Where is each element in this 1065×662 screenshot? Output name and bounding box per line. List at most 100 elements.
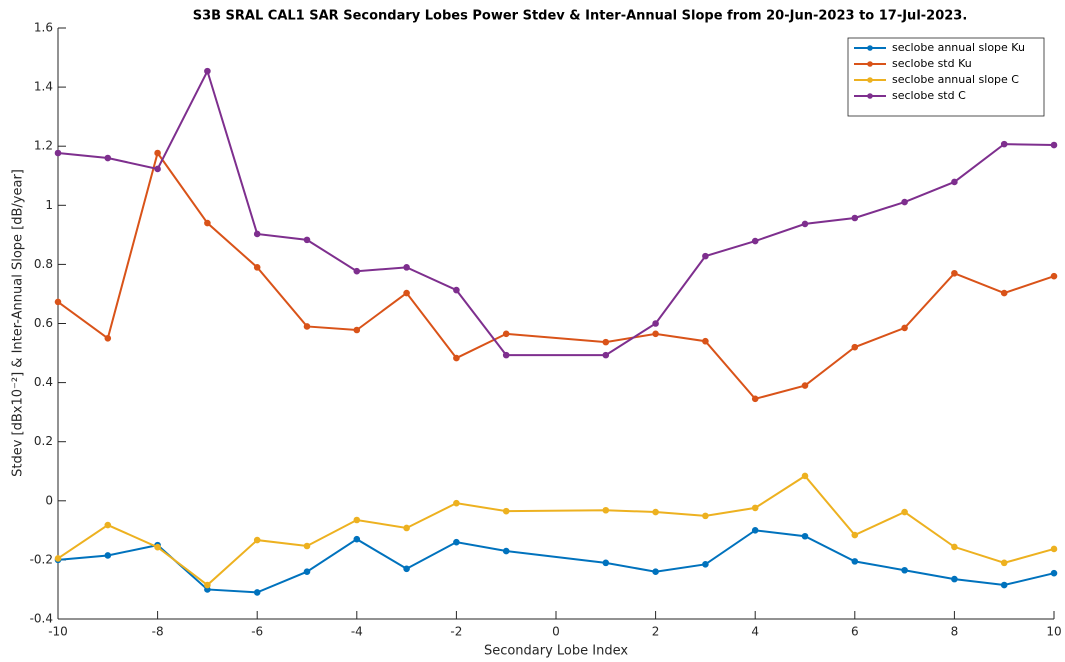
y-tick-label: -0.4 <box>30 612 53 626</box>
series-line <box>57 68 1055 357</box>
x-tick-label: 10 <box>1046 625 1061 639</box>
data-point <box>54 555 62 562</box>
y-tick-label: 0.2 <box>34 434 53 448</box>
data-point <box>1050 569 1058 577</box>
legend-marker <box>867 45 873 51</box>
data-point <box>104 334 112 342</box>
data-point <box>602 351 610 359</box>
data-point <box>303 568 311 576</box>
data-point <box>801 220 809 228</box>
data-point <box>403 289 410 297</box>
data-point <box>652 508 659 516</box>
data-point <box>1050 272 1058 280</box>
y-tick-label: 0.4 <box>34 375 53 389</box>
y-tick-label: 1.6 <box>34 21 53 35</box>
data-point <box>751 504 759 512</box>
data-point <box>353 326 361 334</box>
x-tick-label: -2 <box>450 625 462 639</box>
data-point <box>204 219 211 227</box>
data-point <box>502 330 510 338</box>
data-point <box>54 149 62 157</box>
data-point <box>253 230 261 238</box>
x-axis-label: Secondary Lobe Index <box>484 644 628 659</box>
data-point <box>702 337 709 345</box>
data-point <box>951 575 958 583</box>
legend-label: seclobe std Ku <box>892 57 972 70</box>
x-tick-label: 4 <box>751 625 759 639</box>
data-point <box>851 343 859 351</box>
series-line <box>57 474 1055 587</box>
data-point <box>502 547 510 555</box>
y-tick-label: 0.8 <box>34 257 53 271</box>
x-tick-label: 6 <box>851 625 859 639</box>
data-point <box>851 558 859 565</box>
data-point <box>602 338 610 346</box>
x-tick-label: -10 <box>48 625 68 639</box>
data-point <box>652 330 659 338</box>
data-point <box>1050 141 1058 149</box>
legend-label: seclobe annual slope C <box>892 73 1019 86</box>
y-tick-label: 0 <box>45 493 53 507</box>
data-point <box>403 565 410 573</box>
legend-marker <box>867 77 873 83</box>
data-point <box>104 552 112 559</box>
x-tick-label: -4 <box>351 625 363 639</box>
data-point <box>403 264 410 271</box>
data-point <box>154 149 161 157</box>
x-tick-label: 2 <box>652 625 660 639</box>
data-point <box>751 395 759 403</box>
y-tick-label: 1 <box>45 198 53 212</box>
x-tick-label: -8 <box>152 625 164 639</box>
data-point <box>154 543 161 551</box>
data-point <box>801 382 809 389</box>
data-point <box>353 516 361 524</box>
data-point <box>204 67 211 75</box>
data-point <box>1000 559 1008 567</box>
series-line <box>57 150 1055 400</box>
data-point <box>253 536 261 544</box>
legend-label: seclobe annual slope Ku <box>892 41 1025 54</box>
y-tick-label: -0.2 <box>30 552 53 566</box>
data-point <box>353 267 361 275</box>
data-point <box>54 298 62 306</box>
data-point <box>1000 581 1008 589</box>
data-point <box>951 178 958 186</box>
legend-label: seclobe std C <box>892 89 966 102</box>
data-point <box>901 324 908 332</box>
data-point <box>702 512 709 520</box>
y-axis-label: Stdev [dBx10⁻²] & Inter-Annual Slope [dB… <box>11 169 26 477</box>
data-point <box>951 543 958 551</box>
data-point <box>453 499 460 507</box>
data-point <box>253 589 261 596</box>
y-tick-label: 0.6 <box>34 316 53 330</box>
chart-title: S3B SRAL CAL1 SAR Secondary Lobes Power … <box>193 9 968 24</box>
data-point <box>154 165 161 173</box>
data-point <box>652 568 659 576</box>
data-point <box>602 559 610 567</box>
data-point <box>951 269 958 277</box>
legend: seclobe annual slope Ku seclobe std Ku sec… <box>847 37 1045 117</box>
data-point <box>303 236 311 244</box>
data-point <box>453 286 460 294</box>
x-tick-label: 0 <box>552 625 560 639</box>
data-point <box>751 527 759 534</box>
data-point <box>502 351 510 359</box>
data-point <box>801 532 809 540</box>
data-point <box>1000 140 1008 148</box>
data-point <box>303 323 311 330</box>
data-point <box>453 354 460 362</box>
data-point <box>453 538 460 546</box>
data-point <box>851 214 859 222</box>
legend-marker <box>867 61 873 67</box>
data-point <box>1050 545 1058 553</box>
data-point <box>801 472 809 480</box>
data-point <box>303 542 311 550</box>
data-point <box>1000 289 1008 297</box>
legend-box <box>847 37 1045 117</box>
data-point <box>652 320 659 327</box>
data-point <box>901 508 908 516</box>
x-tick-label: -6 <box>251 625 263 639</box>
y-tick-label: 1.2 <box>34 139 53 153</box>
data-point <box>901 198 908 206</box>
